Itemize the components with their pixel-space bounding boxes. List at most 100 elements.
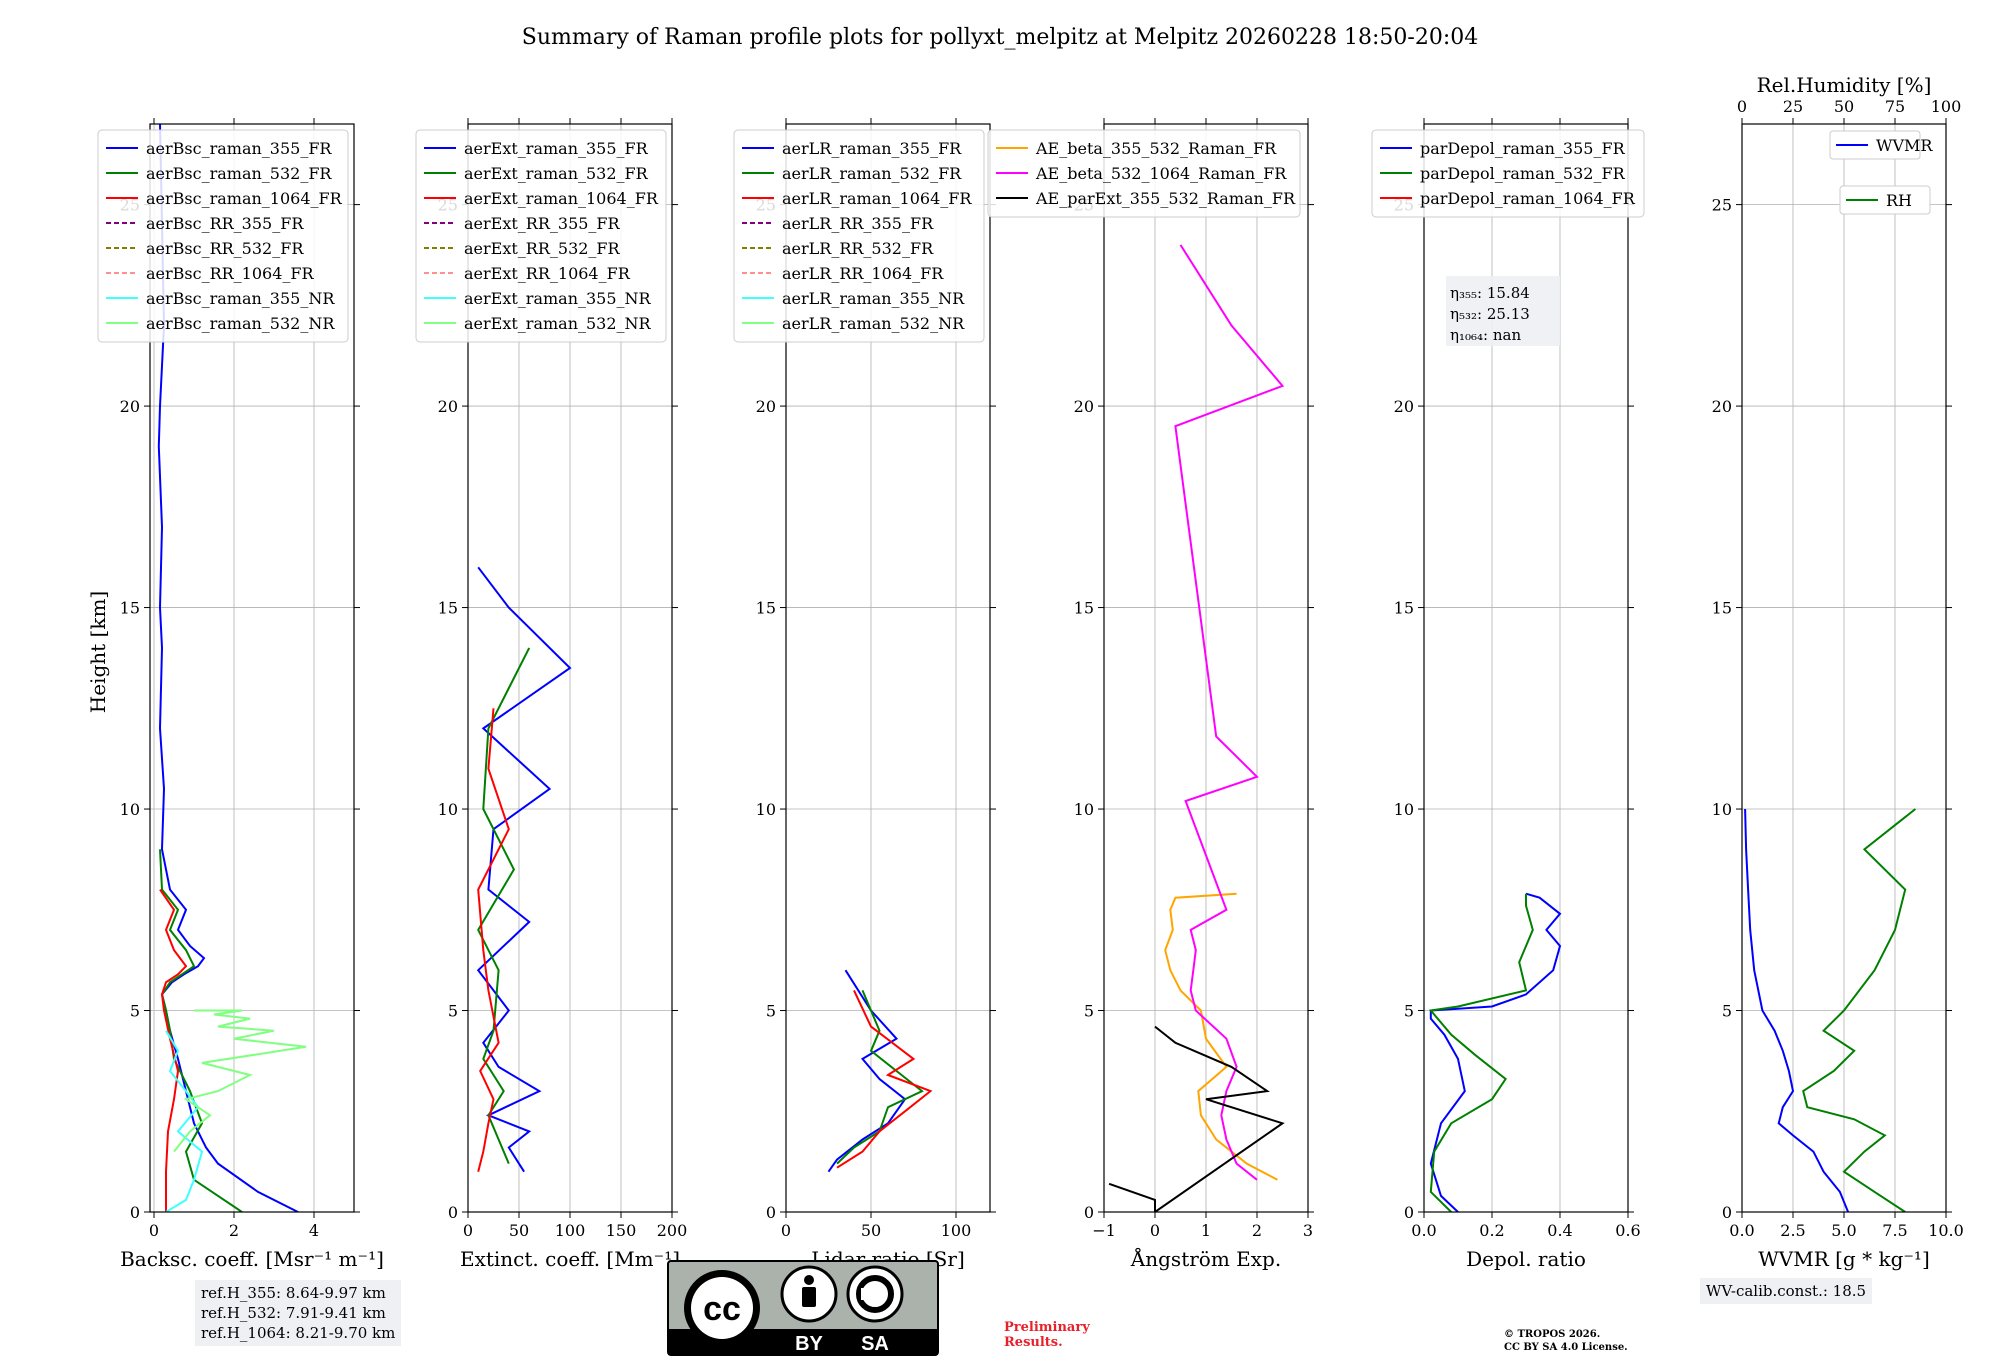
legend-label: aerBsc_RR_1064_FR: [146, 264, 315, 283]
series-RH: [1802, 808, 1917, 1212]
eta-label: η₅₃₂: 25.13: [1450, 305, 1530, 323]
x-tick-label: 0: [463, 1221, 473, 1240]
legend-label: RH: [1886, 191, 1912, 210]
panel-ext: 0501001502000510152025Extinct. coeff. [M…: [415, 118, 688, 1271]
series-aerExt_raman_1064_FR: [477, 708, 510, 1172]
ext-series: [476, 566, 572, 1173]
y-tick-label: 15: [756, 599, 776, 618]
cc-logo-text: cc: [703, 1290, 741, 1328]
y-tick-label: 20: [120, 397, 140, 416]
x-tick-label: 2: [1252, 1221, 1262, 1240]
legend-label: aerBsc_raman_1064_FR: [146, 189, 343, 208]
lr-series: [827, 969, 933, 1173]
top-tick-label: 50: [1834, 97, 1854, 116]
wv-series: [1744, 808, 1917, 1212]
y-tick-label: 10: [1712, 800, 1732, 819]
bsc-frame: [149, 123, 355, 1213]
legend-label: parDepol_raman_1064_FR: [1420, 189, 1636, 208]
ext-xlabel: Extinct. coeff. [Mm⁻¹]: [460, 1247, 680, 1271]
y-tick-label: 20: [1712, 397, 1732, 416]
y-tick-label: 0: [448, 1203, 458, 1222]
y-tick-label: 10: [120, 800, 140, 819]
series-aerLR_raman_1064_FR: [836, 989, 933, 1169]
eta-box: [1446, 276, 1560, 346]
x-tick-label: 0: [1150, 1221, 1160, 1240]
bsc-series: [157, 124, 307, 1212]
y-tick-label: 5: [1084, 1002, 1094, 1021]
top-tick-label: 0: [1737, 97, 1747, 116]
license-line-2: CC BY SA 4.0 License.: [1504, 1342, 1628, 1353]
series-aerLR_raman_355_FR: [827, 969, 907, 1173]
y-tick-label: 0: [130, 1203, 140, 1222]
series-AE_beta_355_532_Raman_FR: [1164, 892, 1278, 1181]
top-tick-label: 25: [1783, 97, 1803, 116]
dep-series: [1428, 892, 1562, 1212]
y-tick-label: 10: [756, 800, 776, 819]
y-tick-label: 0: [1722, 1203, 1732, 1222]
legend-label: aerExt_raman_532_NR: [464, 314, 652, 333]
rh-top-label: Rel.Humidity [%]: [1757, 73, 1932, 97]
panel-dep: 0.00.20.40.60510152025Depol. ratioparDep…: [1371, 118, 1645, 1271]
y-tick-label: 15: [438, 599, 458, 618]
x-tick-label: 0.2: [1479, 1221, 1504, 1240]
y-tick-label: 20: [756, 397, 776, 416]
panel-bsc: 0240510152025Backsc. coeff. [Msr⁻¹ m⁻¹]a…: [97, 118, 384, 1271]
license-note: © TROPOS 2026. CC BY SA 4.0 License.: [1504, 1328, 1628, 1354]
y-tick-label: 5: [130, 1002, 140, 1021]
ref-height-1064: ref.H_1064: 8.21-9.70 km: [201, 1324, 396, 1342]
ae-xlabel: Ångström Exp.: [1130, 1246, 1281, 1271]
legend-label: AE_beta_355_532_Raman_FR: [1035, 139, 1277, 158]
share-alike-icon: [846, 1265, 904, 1323]
x-tick-label: 10.0: [1928, 1221, 1964, 1240]
y-tick-label: 5: [766, 1002, 776, 1021]
legend-label: aerExt_raman_355_FR: [464, 139, 649, 158]
legend-label: aerBsc_raman_532_NR: [146, 314, 335, 333]
legend-label: aerBsc_RR_532_FR: [146, 239, 304, 258]
bsc-xlabel: Backsc. coeff. [Msr⁻¹ m⁻¹]: [120, 1247, 384, 1271]
legend-label: WVMR: [1876, 136, 1933, 155]
legend-label: parDepol_raman_532_FR: [1420, 164, 1626, 183]
series-aerExt_raman_355_FR: [476, 566, 572, 1173]
legend-label: aerBsc_raman_532_FR: [146, 164, 332, 183]
x-tick-label: 0.4: [1547, 1221, 1572, 1240]
x-tick-label: 200: [657, 1221, 688, 1240]
x-tick-label: 100: [555, 1221, 586, 1240]
legend-box: [1839, 185, 1931, 215]
x-tick-label: 3: [1303, 1221, 1313, 1240]
y-tick-label: 15: [1074, 599, 1094, 618]
y-tick-label: 20: [1074, 397, 1094, 416]
panel-ae: −101230510152025Ångström Exp.AE_beta_355…: [987, 118, 1314, 1271]
legend-box: [987, 129, 1301, 218]
x-tick-label: 5.0: [1831, 1221, 1856, 1240]
y-tick-label: 15: [1394, 599, 1414, 618]
y-tick-label: 10: [1074, 800, 1094, 819]
series-AE_parExt_355_532_Raman_FR: [1108, 1025, 1285, 1212]
x-tick-label: 100: [941, 1221, 972, 1240]
y-tick-label: 20: [1394, 397, 1414, 416]
cc-by-sa-badge: cc BY SA: [667, 1260, 939, 1356]
x-tick-label: 2.5: [1780, 1221, 1805, 1240]
eta-label: η₃₅₅: 15.84: [1450, 284, 1530, 302]
x-tick-label: 0.6: [1615, 1221, 1640, 1240]
x-tick-label: 2: [229, 1221, 239, 1240]
x-tick-label: 7.5: [1882, 1221, 1907, 1240]
legend-label: parDepol_raman_355_FR: [1420, 139, 1626, 158]
reference-height-box: ref.H_355: 8.64-9.97 km ref.H_532: 7.91-…: [195, 1280, 402, 1346]
panel-lr: 0501000510152025Lidar ratio [Sr]aerLR_ra…: [733, 118, 996, 1271]
series-aerExt_raman_532_FR: [477, 647, 531, 1164]
dep-xlabel: Depol. ratio: [1466, 1247, 1586, 1271]
legend-label: aerBsc_RR_355_FR: [146, 214, 304, 233]
legend-label: aerExt_raman_355_NR: [464, 289, 652, 308]
legend-box: [1829, 130, 1921, 160]
lr-frame: [785, 123, 991, 1213]
legend-label: aerExt_raman_532_FR: [464, 164, 649, 183]
preliminary-line-2: Results.: [1004, 1335, 1063, 1350]
x-tick-label: 1: [1201, 1221, 1211, 1240]
x-tick-label: −1: [1092, 1221, 1116, 1240]
wv-xlabel: WVMR [g * kg⁻¹]: [1758, 1247, 1930, 1271]
x-tick-label: 0.0: [1729, 1221, 1754, 1240]
legend-label: aerExt_raman_1064_FR: [464, 189, 659, 208]
y-tick-label: 10: [1394, 800, 1414, 819]
panel-wv: 0.0 2.5 5.0 7.5 10.0 0 5 10 15 20 25 WVMR [g * kg⁻¹…: [1712, 73, 1964, 1271]
